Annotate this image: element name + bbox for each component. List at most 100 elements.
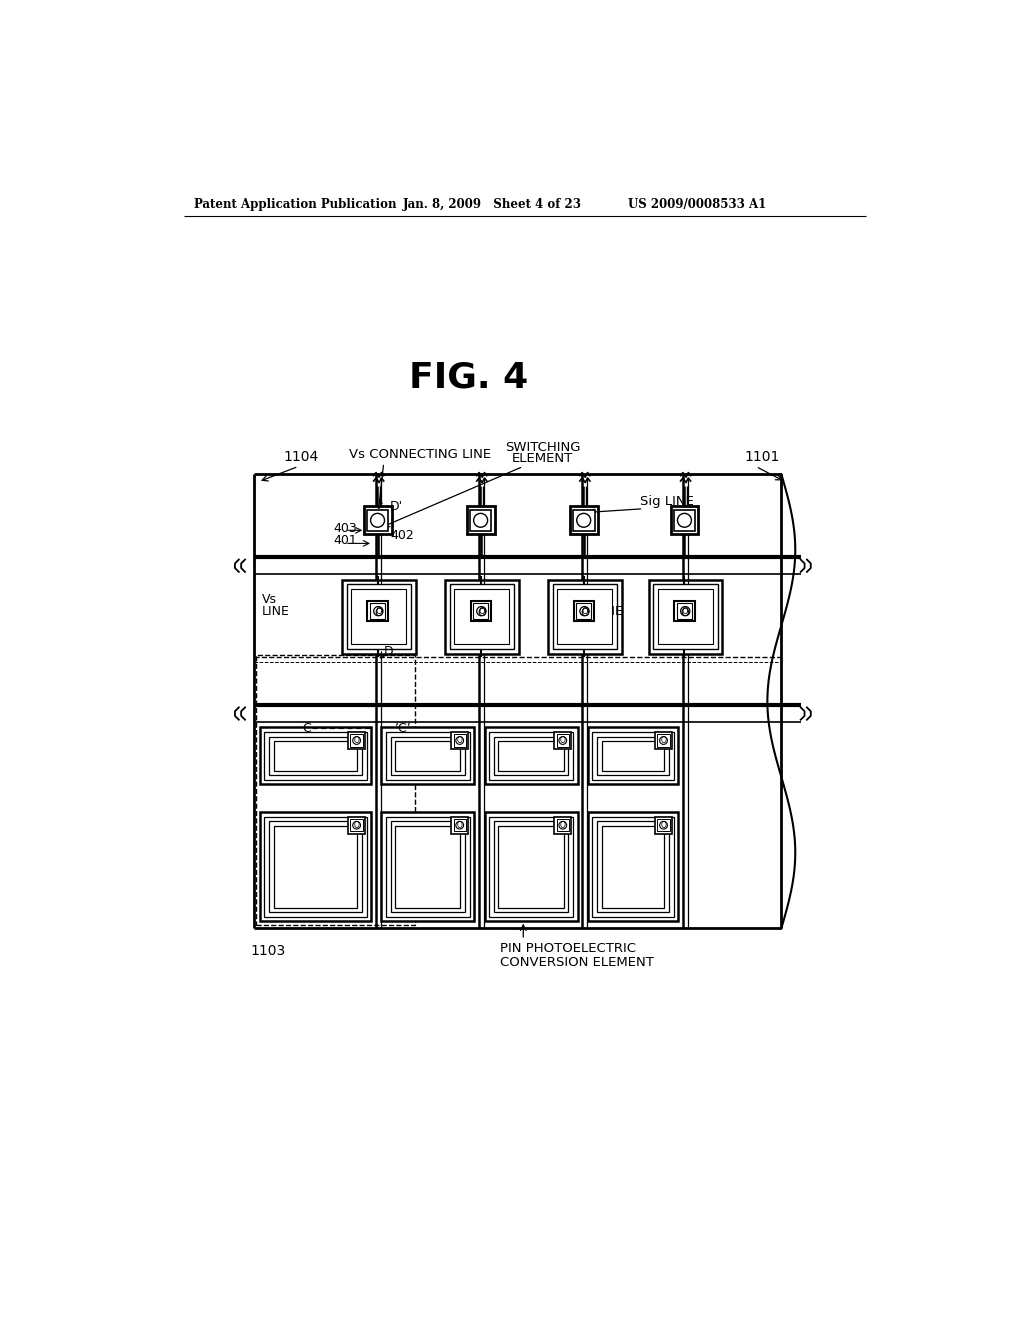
Bar bbox=[454, 818, 466, 832]
Text: Sig LINE: Sig LINE bbox=[640, 495, 693, 508]
Text: SWITCHING: SWITCHING bbox=[505, 441, 581, 454]
Bar bbox=[391, 821, 465, 912]
Bar bbox=[573, 601, 594, 622]
Bar bbox=[548, 579, 622, 653]
Bar bbox=[484, 812, 578, 921]
Bar bbox=[494, 821, 568, 912]
Bar bbox=[653, 585, 718, 649]
Text: Vs CONNECTING LINE: Vs CONNECTING LINE bbox=[349, 449, 490, 462]
Bar bbox=[473, 603, 488, 619]
Text: O: O bbox=[681, 609, 689, 619]
Bar bbox=[597, 737, 669, 775]
Text: O: O bbox=[660, 821, 667, 830]
Bar bbox=[260, 812, 372, 921]
Text: O: O bbox=[375, 607, 382, 615]
Bar bbox=[391, 737, 465, 775]
Text: O: O bbox=[353, 821, 359, 830]
Bar bbox=[499, 826, 563, 908]
Bar bbox=[588, 812, 678, 921]
Bar bbox=[569, 507, 598, 535]
Bar bbox=[350, 734, 362, 747]
Bar bbox=[381, 812, 474, 921]
Bar bbox=[499, 742, 563, 771]
Bar bbox=[592, 817, 674, 917]
Text: D: D bbox=[384, 644, 393, 657]
Bar bbox=[674, 510, 695, 531]
Bar bbox=[575, 603, 592, 619]
Bar bbox=[675, 601, 694, 622]
Text: O: O bbox=[560, 821, 565, 830]
Bar bbox=[454, 734, 466, 747]
Bar bbox=[370, 603, 385, 619]
Bar bbox=[494, 737, 568, 775]
Text: O: O bbox=[560, 737, 565, 744]
Bar bbox=[269, 737, 362, 775]
Bar bbox=[554, 733, 571, 748]
Text: O: O bbox=[374, 609, 383, 619]
Bar bbox=[677, 603, 692, 619]
Text: O: O bbox=[682, 607, 688, 615]
Text: FIG. 4: FIG. 4 bbox=[410, 360, 528, 395]
Text: Vg: Vg bbox=[596, 593, 612, 606]
Bar bbox=[597, 821, 669, 912]
Bar bbox=[470, 510, 492, 531]
Bar bbox=[445, 579, 518, 653]
Bar bbox=[264, 733, 367, 780]
Bar bbox=[350, 818, 362, 832]
Bar bbox=[395, 742, 461, 771]
Bar bbox=[273, 742, 357, 771]
Bar bbox=[601, 826, 665, 908]
Text: 401: 401 bbox=[334, 533, 357, 546]
Text: LINE: LINE bbox=[262, 605, 290, 618]
Text: Vs: Vs bbox=[262, 593, 278, 606]
Bar bbox=[346, 585, 411, 649]
Bar bbox=[455, 589, 509, 644]
Bar bbox=[557, 734, 569, 747]
Bar bbox=[592, 733, 674, 780]
Bar bbox=[364, 507, 391, 535]
Text: Patent Application Publication: Patent Application Publication bbox=[194, 198, 396, 211]
Bar bbox=[269, 821, 362, 912]
Bar bbox=[471, 601, 490, 622]
Bar bbox=[657, 818, 670, 832]
Bar bbox=[386, 817, 470, 917]
Text: CONVERSION ELEMENT: CONVERSION ELEMENT bbox=[500, 956, 654, 969]
Bar bbox=[342, 579, 416, 653]
Text: D': D' bbox=[390, 500, 403, 513]
Bar bbox=[671, 507, 698, 535]
Text: 402: 402 bbox=[390, 529, 414, 543]
Text: LINE: LINE bbox=[596, 605, 624, 618]
Bar bbox=[601, 742, 665, 771]
Text: O: O bbox=[457, 821, 463, 830]
Text: 1101: 1101 bbox=[744, 450, 779, 465]
Text: ’C’: ’C’ bbox=[394, 722, 412, 735]
Bar bbox=[452, 733, 468, 748]
Bar bbox=[554, 817, 571, 834]
Bar bbox=[273, 826, 357, 908]
Bar bbox=[649, 579, 722, 653]
Bar bbox=[348, 733, 366, 748]
Text: 403: 403 bbox=[334, 521, 357, 535]
Bar bbox=[260, 727, 372, 784]
Text: O: O bbox=[582, 607, 588, 615]
Text: PIN PHOTOELECTRIC: PIN PHOTOELECTRIC bbox=[500, 942, 636, 956]
Bar bbox=[484, 727, 578, 784]
Text: O: O bbox=[478, 607, 484, 615]
Bar bbox=[452, 817, 468, 834]
Text: Jan. 8, 2009   Sheet 4 of 23: Jan. 8, 2009 Sheet 4 of 23 bbox=[403, 198, 582, 211]
Text: O: O bbox=[660, 737, 667, 744]
Bar bbox=[572, 510, 595, 531]
Bar bbox=[655, 817, 672, 834]
Bar bbox=[450, 585, 514, 649]
Text: 1104: 1104 bbox=[283, 450, 318, 465]
Bar bbox=[553, 585, 617, 649]
Text: O: O bbox=[353, 737, 359, 744]
Bar bbox=[557, 589, 612, 644]
Bar bbox=[256, 655, 415, 924]
Text: C: C bbox=[303, 722, 311, 735]
Bar bbox=[557, 818, 569, 832]
Bar bbox=[657, 734, 670, 747]
Bar bbox=[367, 510, 388, 531]
Text: ELEMENT: ELEMENT bbox=[512, 453, 573, 465]
Bar bbox=[658, 589, 713, 644]
